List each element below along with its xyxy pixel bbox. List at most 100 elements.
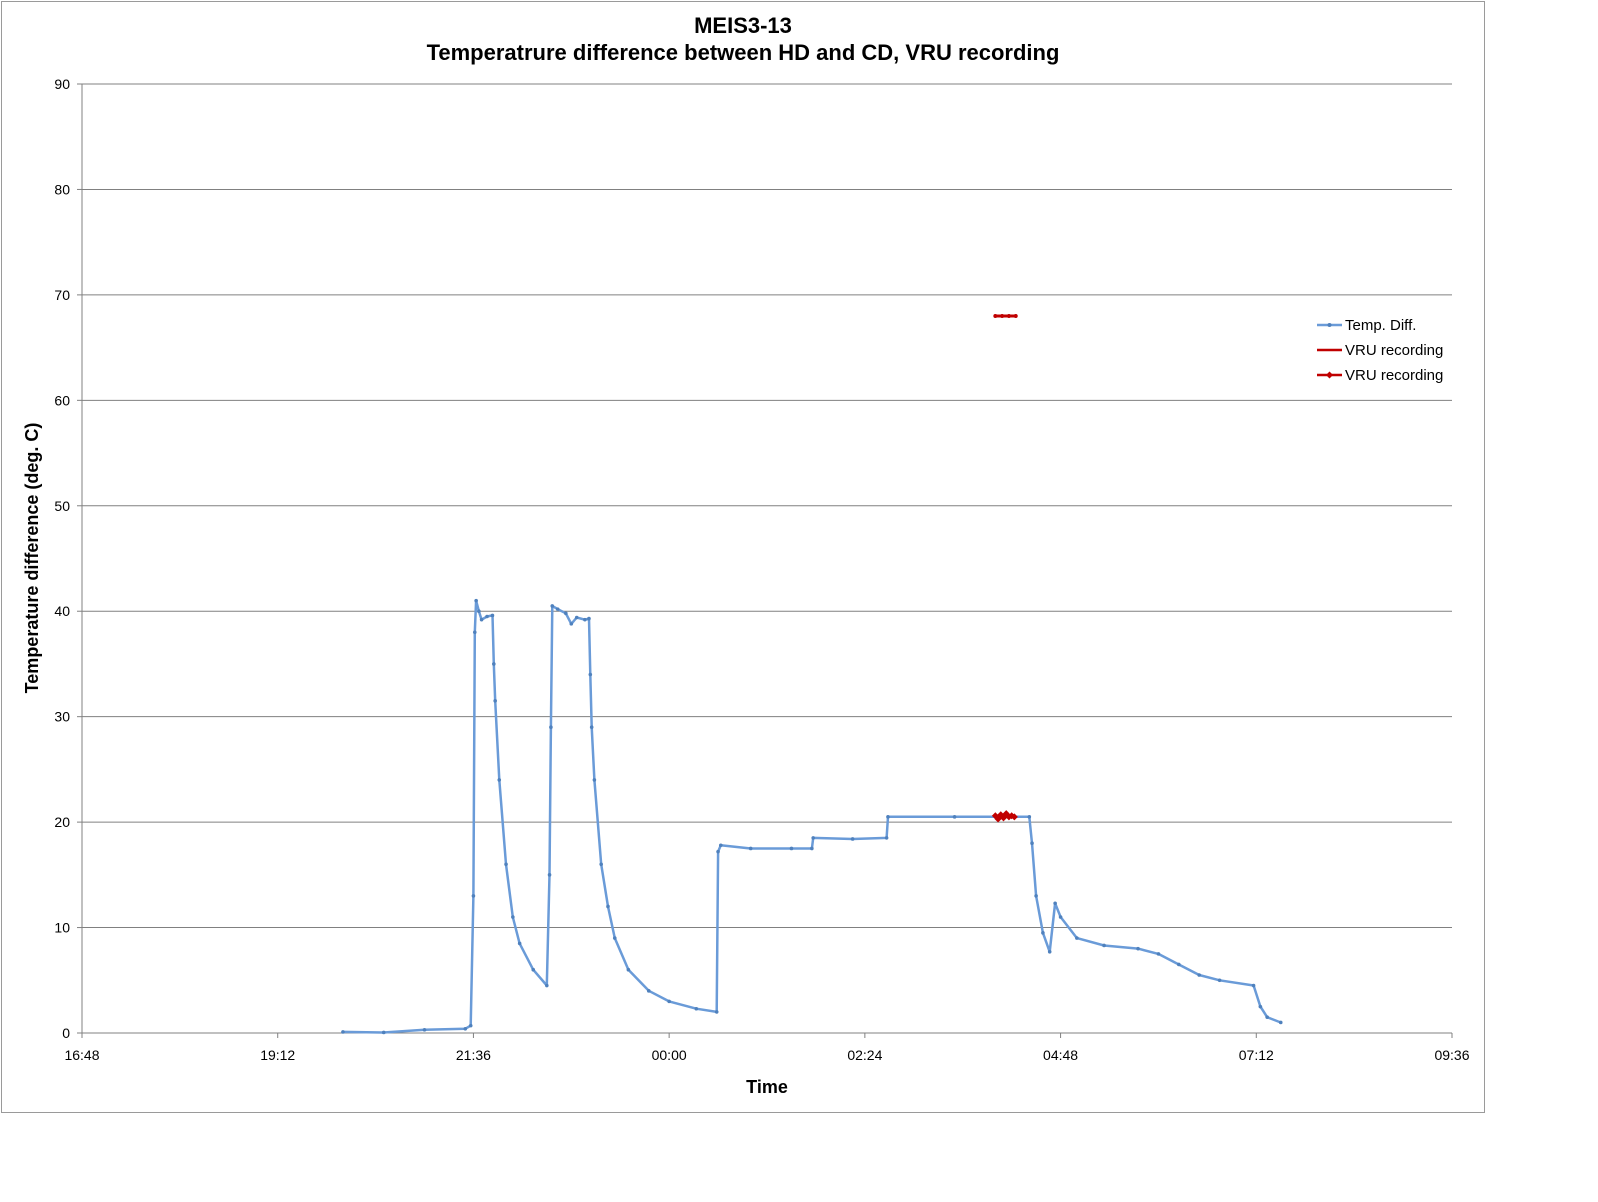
chart-svg: MEIS3-13 Temperatrure difference between… (22, 13, 1470, 1097)
x-tick-label: 04:48 (1043, 1047, 1078, 1063)
data-point (810, 846, 814, 851)
data-point (549, 725, 553, 730)
data-point (789, 846, 794, 851)
data-point (564, 611, 568, 616)
data-point (612, 936, 617, 940)
data-point (545, 983, 549, 988)
data-point (993, 313, 998, 318)
data-point (952, 815, 957, 819)
data-point (477, 609, 481, 614)
data-point (497, 778, 502, 782)
data-point (1013, 313, 1018, 318)
data-point (667, 999, 671, 1004)
data-point (1041, 931, 1045, 935)
data-point (748, 846, 753, 851)
y-tick-label: 50 (54, 498, 70, 514)
data-point (1027, 815, 1032, 819)
y-tick-label: 90 (54, 76, 70, 92)
axes: 0 10 20 30 40 50 60 70 80 90 16:48 19:12 21:36 00:00 0… (54, 76, 1469, 1063)
data-point (569, 622, 574, 626)
x-tick-label: 21:36 (456, 1047, 491, 1063)
y-tick-label: 10 (54, 920, 70, 936)
y-tick-label: 30 (54, 709, 70, 725)
y-tick-label: 70 (54, 287, 70, 303)
legend-label: VRU recording (1345, 342, 1443, 359)
data-point (588, 672, 593, 677)
data-point (1058, 915, 1063, 919)
data-point (468, 1023, 473, 1028)
data-point (1258, 1004, 1263, 1009)
data-point (718, 843, 723, 848)
legend-item: VRU recording (1317, 342, 1443, 359)
data-point (626, 967, 631, 972)
data-point (1265, 1015, 1269, 1019)
data-point (574, 615, 579, 620)
data-point (1034, 894, 1038, 898)
data-point (646, 989, 651, 993)
chart-subtitle: Temperatrure difference between HD and C… (427, 40, 1060, 65)
data-point (550, 604, 555, 608)
data-point (1197, 973, 1202, 977)
data-point (504, 862, 508, 867)
data-point (583, 617, 587, 622)
data-point (1000, 313, 1005, 318)
data-point (716, 849, 720, 854)
data-point (1075, 936, 1079, 940)
data-point (531, 967, 536, 972)
data-point (1047, 950, 1052, 954)
chart-title: MEIS3-13 (694, 13, 792, 38)
data-point (589, 725, 594, 730)
series-line (342, 599, 1282, 1034)
data-point (463, 1026, 468, 1031)
series-1 (341, 598, 1283, 1035)
data-point (1156, 952, 1161, 956)
legend-marker (1327, 323, 1332, 327)
data-point (471, 894, 476, 898)
x-axis-title: Time (746, 1077, 788, 1097)
y-axis-title: Temperature difference (deg. C) (22, 423, 42, 694)
data-point (592, 778, 597, 782)
data-point (1102, 943, 1106, 948)
legend-label: VRU recording (1345, 367, 1443, 384)
data-point (490, 613, 495, 618)
data-point (381, 1030, 386, 1035)
legend-item: VRU recording (1317, 367, 1443, 384)
data-point (474, 598, 478, 603)
data-point (1136, 946, 1140, 951)
data-point (1010, 813, 1018, 821)
y-tick-label: 80 (54, 181, 70, 197)
series-3 (991, 810, 1018, 823)
legend-label: Temp. Diff. (1345, 317, 1416, 334)
y-tick-label: 0 (62, 1025, 70, 1041)
series-layer (341, 313, 1283, 1035)
data-point (714, 1010, 719, 1014)
data-point (422, 1028, 427, 1032)
data-point (587, 616, 591, 621)
data-point (850, 837, 855, 841)
data-point (1217, 978, 1222, 983)
data-point (341, 1030, 345, 1034)
data-point (555, 607, 560, 611)
data-point (606, 904, 610, 909)
y-tick-label: 60 (54, 392, 70, 408)
data-point (1006, 313, 1011, 318)
data-point (694, 1006, 699, 1011)
series-2 (993, 313, 1018, 318)
gridlines (82, 83, 1452, 929)
x-tick-label: 16:48 (64, 1047, 99, 1063)
legend-marker (1326, 371, 1333, 379)
x-tick-label: 00:00 (652, 1047, 687, 1063)
data-point (485, 614, 489, 619)
x-tick-label: 07:12 (1239, 1047, 1274, 1063)
data-point (511, 915, 515, 919)
legend: Temp. Diff. VRU recording VRU recording (1317, 317, 1443, 384)
data-point (811, 836, 816, 840)
data-point (493, 699, 497, 703)
x-tick-label: 02:24 (847, 1047, 882, 1063)
data-point (547, 873, 552, 877)
data-point (599, 862, 603, 867)
data-point (1177, 962, 1181, 967)
data-point (517, 941, 522, 946)
data-point (1251, 983, 1256, 988)
x-tick-label: 09:36 (1434, 1047, 1469, 1063)
